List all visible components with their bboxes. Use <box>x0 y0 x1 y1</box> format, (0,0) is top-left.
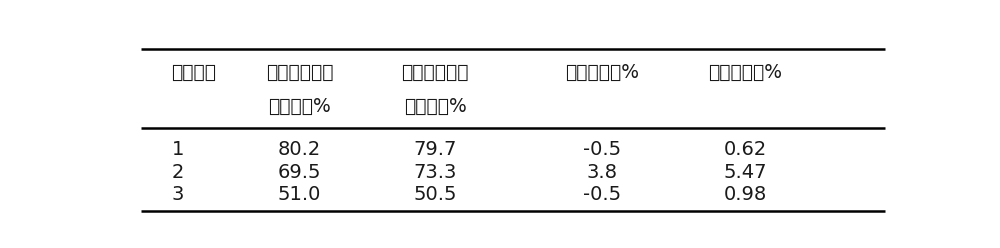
Text: 50.5: 50.5 <box>413 185 457 204</box>
Text: 样品编号: 样品编号 <box>172 63 216 82</box>
Text: -0.5: -0.5 <box>583 185 621 204</box>
Text: 0.62: 0.62 <box>723 140 767 159</box>
Text: 51.0: 51.0 <box>278 185 321 204</box>
Text: 5.47: 5.47 <box>723 163 767 182</box>
Text: 69.5: 69.5 <box>278 163 321 182</box>
Text: 相对偏差，%: 相对偏差，% <box>708 63 782 82</box>
Text: 0.98: 0.98 <box>723 185 767 204</box>
Text: 测量值，%: 测量值，% <box>404 97 466 116</box>
Text: 绝对偏差，%: 绝对偏差，% <box>565 63 639 82</box>
Text: -0.5: -0.5 <box>583 140 621 159</box>
Text: 3.8: 3.8 <box>586 163 617 182</box>
Text: 聚氯乙烯含量: 聚氯乙烯含量 <box>266 63 333 82</box>
Text: 实际值，%: 实际值，% <box>268 97 331 116</box>
Text: 79.7: 79.7 <box>413 140 457 159</box>
Text: 聚氯乙烯含量: 聚氯乙烯含量 <box>401 63 469 82</box>
Text: 80.2: 80.2 <box>278 140 321 159</box>
Text: 1: 1 <box>172 140 184 159</box>
Text: 3: 3 <box>172 185 184 204</box>
Text: 2: 2 <box>172 163 184 182</box>
Text: 73.3: 73.3 <box>413 163 457 182</box>
